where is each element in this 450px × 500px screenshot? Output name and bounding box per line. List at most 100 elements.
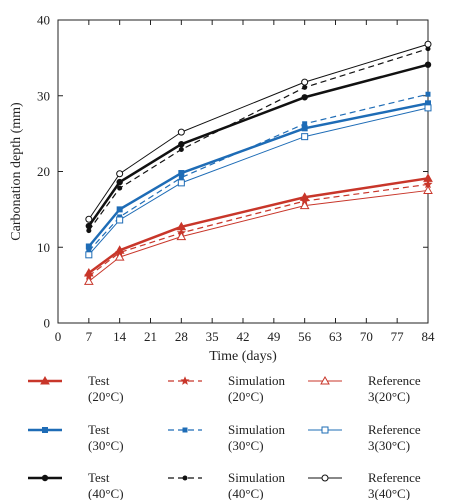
series-simulation-20-c xyxy=(84,179,433,280)
series-test-20-c xyxy=(83,173,433,277)
marker-square xyxy=(42,427,48,433)
y-axis-title: Carbonation depth (mm) xyxy=(9,102,24,241)
legend-item-test-20-c: Test(20°C) xyxy=(28,373,124,404)
x-tick-label: 63 xyxy=(329,329,342,344)
marker-square xyxy=(425,100,431,107)
marker-triangle-open xyxy=(114,252,125,261)
x-tick-label: 77 xyxy=(391,329,405,344)
legend-item-test-40-c: Test(40°C) xyxy=(28,470,124,500)
marker-circle xyxy=(301,94,308,101)
marker-square xyxy=(178,170,185,177)
marker-square-small xyxy=(86,248,92,254)
series-reference-3-20-c xyxy=(83,185,433,285)
legend-label-line2: 3(20°C) xyxy=(368,389,410,404)
plot-frame xyxy=(57,19,429,324)
x-tick-label: 21 xyxy=(144,329,157,344)
x-tick-label: 84 xyxy=(422,329,436,344)
series-simulation-40-c xyxy=(86,46,431,234)
legend-item-simulation-20-c: Simulation(20°C) xyxy=(168,373,286,404)
series-layer xyxy=(83,40,433,285)
marker-triangle-open xyxy=(423,185,433,194)
legend-item-test-30-c: Test(30°C) xyxy=(28,422,124,453)
legend-label-line1: Test xyxy=(88,470,110,485)
marker-circle-small xyxy=(117,185,123,191)
marker-square-small xyxy=(178,175,184,181)
legend-label-line2: 3(40°C) xyxy=(368,486,410,500)
marker-circle-open xyxy=(321,474,329,482)
marker-circle-small xyxy=(302,84,308,90)
series-line xyxy=(88,93,429,252)
legend: Test(20°C)Simulation(20°C)Reference3(20°… xyxy=(28,373,421,500)
x-tick-label: 28 xyxy=(175,329,188,344)
series-line xyxy=(87,102,429,248)
series-line xyxy=(88,107,429,256)
marker-circle-small xyxy=(86,228,92,234)
marker-square xyxy=(85,243,92,250)
marker-circle-open xyxy=(177,128,185,136)
x-tick-label: 14 xyxy=(113,329,127,344)
marker-circle-open xyxy=(301,78,309,86)
marker-square xyxy=(301,125,308,132)
legend-label-line2: (30°C) xyxy=(88,438,124,453)
legend-label-line2: (40°C) xyxy=(88,486,124,500)
legend-label-line1: Reference xyxy=(368,422,421,437)
legend-label-line2: (40°C) xyxy=(228,486,264,500)
x-axis-title: Time (days) xyxy=(209,349,277,364)
marker-square-open xyxy=(301,133,309,141)
legend-item-simulation-40-c: Simulation(40°C) xyxy=(168,470,286,500)
series-reference-3-40-c xyxy=(85,40,432,223)
marker-square-open xyxy=(85,251,93,259)
series-line xyxy=(88,177,429,275)
series-line xyxy=(88,43,429,220)
legend-label-line1: Reference xyxy=(368,470,421,485)
plot-border xyxy=(57,19,429,324)
marker-circle xyxy=(41,474,49,482)
series-test-40-c xyxy=(85,61,432,230)
series-line xyxy=(88,189,429,282)
y-tick-label: 10 xyxy=(37,240,50,255)
marker-square xyxy=(116,206,123,213)
legend-label-line1: Simulation xyxy=(228,470,286,485)
marker-square-small xyxy=(182,427,188,433)
y-tick-label: 30 xyxy=(37,88,50,103)
marker-square-small xyxy=(425,91,431,97)
legend-label-line1: Test xyxy=(88,373,110,388)
marker-square-open xyxy=(177,179,185,187)
marker-circle-open xyxy=(424,40,432,48)
legend-label-line2: (20°C) xyxy=(228,389,264,404)
marker-square-open xyxy=(321,426,329,434)
x-axis-ticks: 0 7 14 21 28 35 42 49 56 63 70 77 84 xyxy=(55,20,435,344)
series-test-30-c xyxy=(85,100,431,250)
x-tick-label: 42 xyxy=(237,329,250,344)
marker-square-small xyxy=(302,121,308,127)
legend-label-line1: Simulation xyxy=(228,422,286,437)
legend-label-line1: Simulation xyxy=(228,373,286,388)
x-tick-label: 35 xyxy=(206,329,219,344)
marker-circle-open xyxy=(116,170,124,178)
marker-star xyxy=(180,376,190,385)
marker-circle xyxy=(424,61,432,68)
legend-label-line2: 3(30°C) xyxy=(368,438,410,453)
y-axis-ticks: 0 10 20 30 40 xyxy=(37,13,428,331)
series-reference-3-30-c xyxy=(85,104,432,259)
x-tick-label: 0 xyxy=(55,329,62,344)
marker-circle-open xyxy=(85,215,93,223)
marker-triangle-open xyxy=(83,276,94,285)
legend-item-simulation-30-c: Simulation(30°C) xyxy=(168,422,286,453)
marker-triangle-open xyxy=(176,231,187,241)
series-line xyxy=(88,48,429,231)
marker-circle-small xyxy=(425,46,431,52)
x-tick-label: 70 xyxy=(360,329,373,344)
marker-circle xyxy=(178,141,185,148)
legend-label-line1: Test xyxy=(88,422,110,437)
marker-circle-small xyxy=(178,147,184,153)
marker-triangle-open xyxy=(299,200,310,210)
y-tick-label: 20 xyxy=(37,164,50,179)
legend-label-line2: (20°C) xyxy=(88,389,124,404)
x-tick-label: 56 xyxy=(298,329,312,344)
legend-label-line1: Reference xyxy=(368,373,421,388)
x-tick-label: 49 xyxy=(267,329,280,344)
